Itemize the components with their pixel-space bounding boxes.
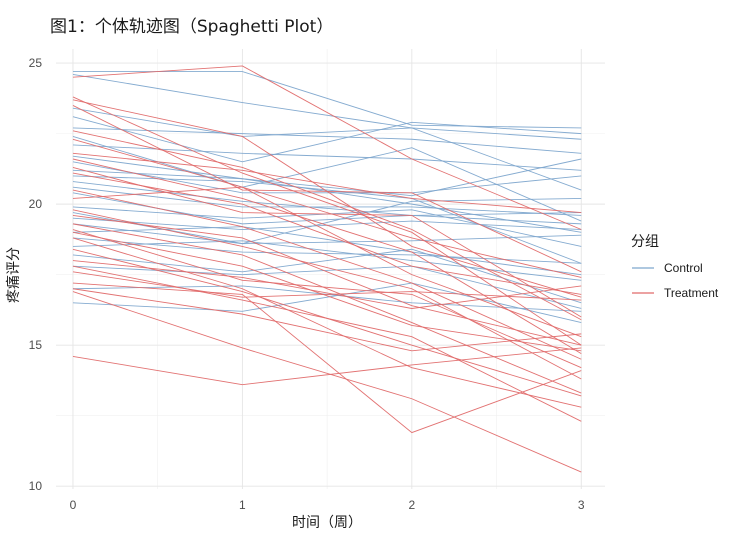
series-line-treatment [72, 167, 582, 318]
series-line-treatment [72, 282, 582, 434]
y-tick-label: 15 [29, 338, 43, 352]
series-lines [72, 65, 582, 473]
series-line-control [72, 127, 582, 154]
series-line-treatment [72, 209, 582, 380]
y-axis-title: 疼痛评分 [5, 247, 22, 303]
series-line-treatment [72, 172, 582, 295]
y-tick-label: 10 [29, 479, 43, 493]
x-axis-title: 时间（周） [292, 515, 362, 531]
legend-label-control: Control [664, 261, 703, 275]
x-tick-label: 2 [408, 498, 415, 512]
series-line-treatment [72, 223, 582, 394]
x-tick-label: 3 [578, 498, 585, 512]
y-tick-label: 25 [29, 56, 43, 70]
series-line-control [72, 240, 582, 281]
series-line-treatment [72, 214, 582, 346]
series-line-treatment [72, 260, 582, 309]
series-line-control [72, 161, 582, 194]
series-line-control [72, 223, 582, 245]
series-line-control [72, 155, 582, 197]
series-line-treatment [72, 231, 582, 352]
series-line-treatment [72, 265, 582, 422]
series-line-control [72, 73, 582, 191]
grid [56, 49, 605, 489]
x-tick-label: 0 [70, 498, 77, 512]
x-tick-labels: 0 1 2 3 [70, 498, 585, 512]
series-line-control [72, 226, 582, 276]
series-line-treatment [72, 271, 582, 301]
series-line-treatment [72, 138, 582, 278]
series-line-control [72, 186, 582, 216]
series-line-treatment [72, 186, 582, 338]
chart-title: 图1：个体轨迹图（Spaghetti Plot） [50, 17, 333, 37]
series-line-treatment [72, 130, 582, 321]
series-line-control [72, 116, 582, 163]
series-line-treatment [72, 288, 582, 352]
series-line-treatment [72, 291, 582, 473]
y-tick-labels: 10 15 20 25 [29, 56, 43, 493]
x-tick-label: 1 [239, 498, 246, 512]
series-line-treatment [72, 96, 582, 346]
series-line-treatment [72, 152, 582, 214]
series-line-control [72, 107, 582, 140]
series-line-control [72, 237, 582, 264]
series-line-treatment [72, 65, 582, 230]
y-tick-label: 20 [29, 197, 43, 211]
legend-label-treatment: Treatment [664, 286, 719, 300]
series-line-treatment [72, 237, 582, 408]
series-line-treatment [72, 229, 582, 369]
series-line-treatment [72, 347, 582, 386]
series-line-treatment [72, 105, 582, 273]
series-line-control [72, 181, 582, 225]
legend-title: 分组 [631, 234, 659, 250]
legend: 分组 Control Treatment [631, 234, 719, 300]
series-line-treatment [72, 189, 582, 360]
series-line-treatment [72, 158, 582, 355]
